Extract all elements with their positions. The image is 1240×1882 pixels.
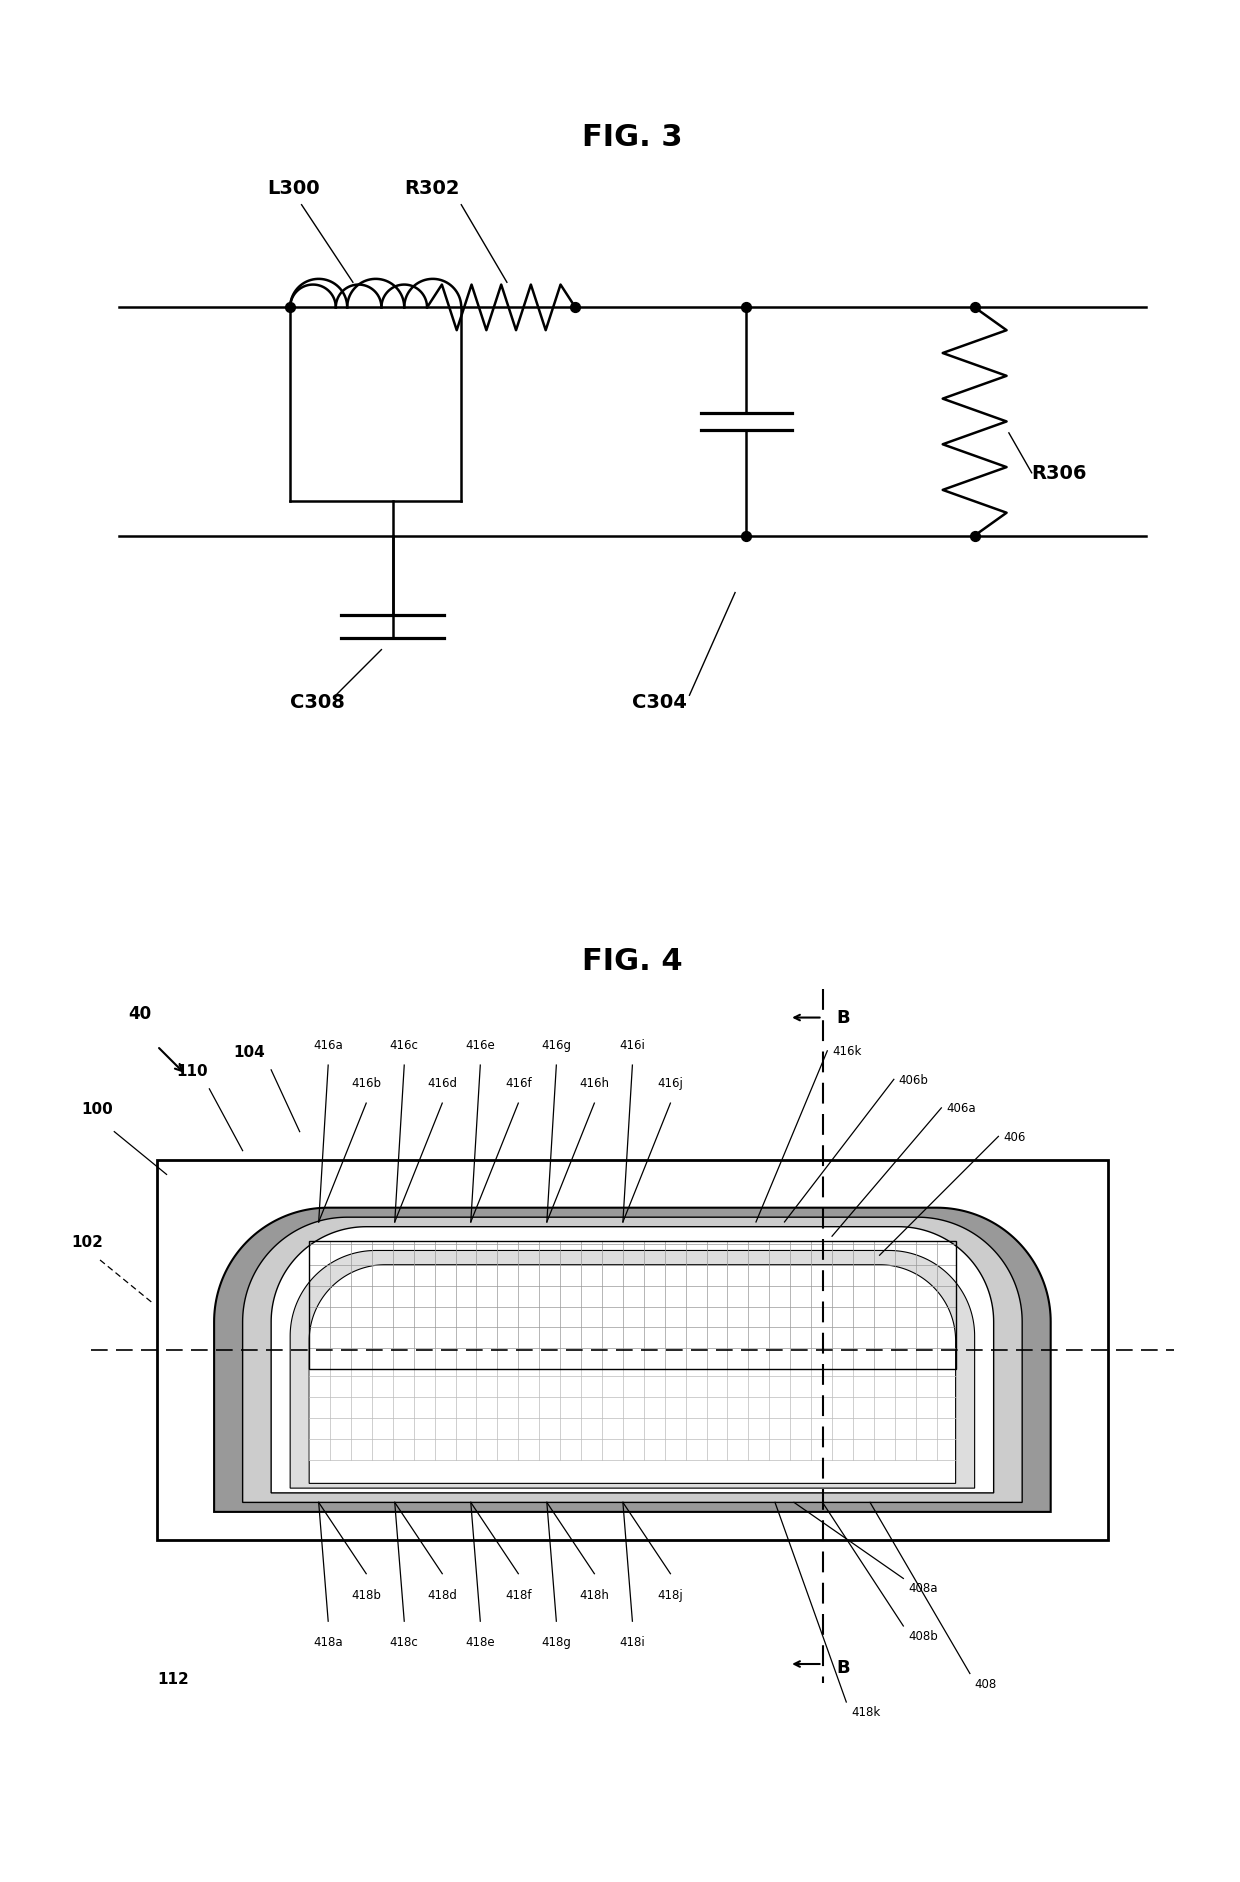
Polygon shape [215,1208,1050,1511]
Polygon shape [243,1218,1022,1502]
Text: 418k: 418k [851,1705,880,1718]
Text: B: B [837,1009,851,1028]
Text: 416f: 416f [505,1077,532,1090]
Text: B: B [837,1658,851,1675]
Bar [309,1242,956,1370]
Text: 406b: 406b [899,1073,929,1086]
Text: 112: 112 [157,1671,188,1686]
Text: 416g: 416g [542,1039,572,1052]
Text: 408a: 408a [908,1581,937,1594]
Text: R302: R302 [404,179,460,198]
Point [737,294,756,324]
Text: 40: 40 [129,1003,151,1022]
Text: 416c: 416c [389,1039,419,1052]
Text: 418c: 418c [389,1635,419,1649]
Text: 100: 100 [81,1101,113,1116]
Text: FIG. 3: FIG. 3 [582,122,683,152]
Text: R306: R306 [1032,465,1087,484]
Text: 416h: 416h [579,1077,609,1090]
Text: 408b: 408b [908,1630,937,1643]
Point [565,294,585,324]
Text: 418d: 418d [428,1588,458,1602]
Text: 416i: 416i [620,1039,645,1052]
Point [965,294,985,324]
Point [280,294,300,324]
Polygon shape [309,1265,956,1483]
Text: 418f: 418f [505,1588,532,1602]
Text: 416d: 416d [428,1077,458,1090]
Text: 102: 102 [72,1235,103,1250]
Text: 110: 110 [176,1063,208,1078]
Polygon shape [290,1252,975,1489]
Text: 416j: 416j [657,1077,683,1090]
Text: C308: C308 [290,693,345,711]
Text: 416a: 416a [314,1039,343,1052]
Bar [157,1161,1107,1541]
Text: 418j: 418j [657,1588,683,1602]
Text: 418g: 418g [542,1635,572,1649]
Text: 418b: 418b [351,1588,381,1602]
Text: FIG. 4: FIG. 4 [582,947,683,975]
Text: 416k: 416k [832,1045,862,1058]
Text: 418a: 418a [314,1635,343,1649]
Text: 406: 406 [1003,1131,1025,1142]
Text: 418i: 418i [620,1635,645,1649]
Text: L300: L300 [268,179,320,198]
Text: 418e: 418e [465,1635,495,1649]
Text: 104: 104 [233,1045,265,1060]
Text: 416e: 416e [465,1039,495,1052]
Text: 406a: 406a [946,1101,976,1114]
Polygon shape [272,1227,993,1492]
Text: 408: 408 [975,1677,997,1690]
Point [737,521,756,551]
Point [965,521,985,551]
Text: 418h: 418h [579,1588,609,1602]
Text: 416b: 416b [351,1077,381,1090]
Text: C304: C304 [632,693,687,711]
